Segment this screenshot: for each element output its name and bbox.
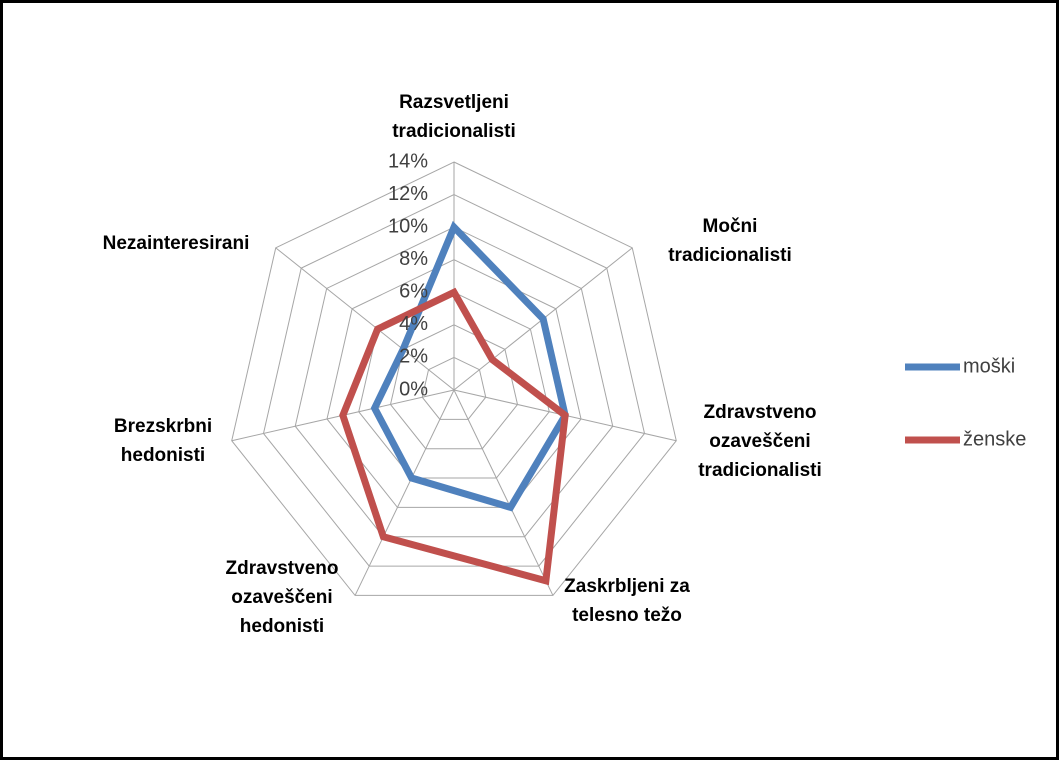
series-line [339,287,569,586]
tick-label: 12% [388,183,428,205]
category-label: Nezainteresirani [102,233,250,254]
tick-label: 2% [399,346,428,368]
grid-line [231,161,677,596]
tick-label: 14% [388,150,428,172]
tick-label: 8% [399,248,428,270]
category-label: Zaskrbljeni za telesno težo [564,576,690,626]
tick-label: 4% [399,313,428,335]
spoke [453,389,554,596]
category-label: Zdravstveno ozaveščeni hedonisti [225,558,339,637]
series-line [370,220,569,512]
category-label: Razsvetljeni tradicionalisti [392,92,516,142]
spoke [275,247,455,391]
legend-label: ženske [963,428,1026,450]
spoke [354,389,455,596]
tick-label: 0% [399,378,428,400]
grid-line [294,226,614,538]
category-label: Močni tradicionalisti [668,216,792,266]
grid-line [262,194,646,567]
grid-line [421,356,487,420]
tick-label: 10% [388,215,428,237]
legend-label: moški [963,355,1015,377]
grid-line [326,259,582,508]
tick-label: 6% [399,281,428,303]
category-label: Brezskrbni hedonisti [113,416,213,466]
category-label: Zdravstveno ozaveščeni tradicionalisti [698,402,822,481]
